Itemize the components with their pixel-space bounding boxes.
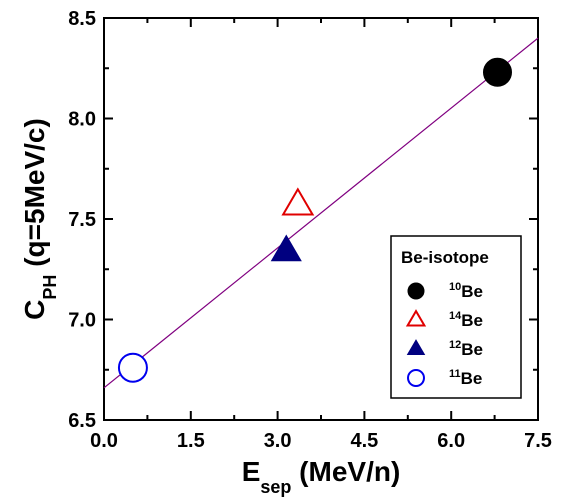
y-tick-label: 7.0 [68,310,96,332]
legend-label-element: Be [461,282,483,301]
x-tick-label: 4.5 [350,430,378,452]
x-tick-label: 0.0 [90,430,118,452]
legend-label: 10Be [449,281,483,301]
fit-line [103,37,539,389]
y-tick-label: 8.5 [68,8,96,30]
legend-marker-12-be [406,339,426,355]
x-tick-label: 3.0 [264,430,292,452]
x-tick-label: 1.5 [177,430,205,452]
legend-title: Be-isotope [401,248,489,267]
legend-marker-11-be [407,369,425,387]
legend-marker-10-be [407,282,425,300]
legend-label-mass: 10 [449,281,461,293]
y-tick-label: 6.5 [68,410,96,432]
data-point-11-be [117,352,148,383]
y-axis-title: CPH (q=5MeV/c) [19,118,60,320]
legend-label: 12Be [449,339,483,359]
legend-label-mass: 14 [449,310,462,322]
legend-label-mass: 12 [449,339,461,351]
legend-label: 11Be [449,368,482,388]
legend-label-mass: 11 [449,368,461,380]
legend-marker-14-be [405,309,427,327]
legend-label-element: Be [461,340,483,359]
legend-label-element: Be [461,369,483,388]
data-point-14-be [281,187,315,216]
legend-label: 14Be [449,310,483,330]
x-tick-label: 7.5 [524,430,552,452]
y-tick-label: 7.5 [68,209,96,231]
data-point-12-be [270,234,302,262]
legend-label-element: Be [461,311,483,330]
data-point-10-be [482,57,512,87]
x-tick-label: 6.0 [437,430,465,452]
y-tick-label: 8.0 [68,109,96,131]
x-axis-title: Esep (MeV/n) [242,456,401,497]
